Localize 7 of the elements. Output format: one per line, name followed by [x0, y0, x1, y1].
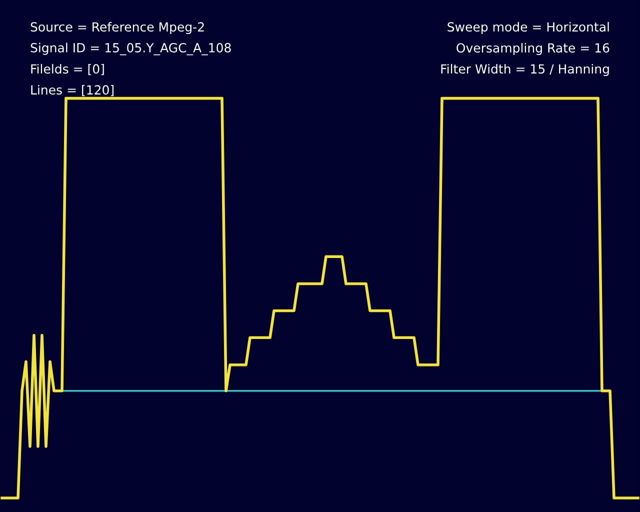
text: Signal ID = 15_05.Y_AGC_A_108 — [30, 42, 231, 56]
text: Lines = [120] — [31, 84, 114, 96]
text: Filter Width = 15 / Hanning — [441, 64, 609, 76]
source-note: Source = Reference Mpeg-2 — [30, 22, 204, 34]
text: Filelds = [0] — [31, 64, 104, 76]
text: Oversampling Rate = 16 — [456, 42, 610, 56]
text: Sweep mode = Horizontal — [448, 22, 609, 34]
